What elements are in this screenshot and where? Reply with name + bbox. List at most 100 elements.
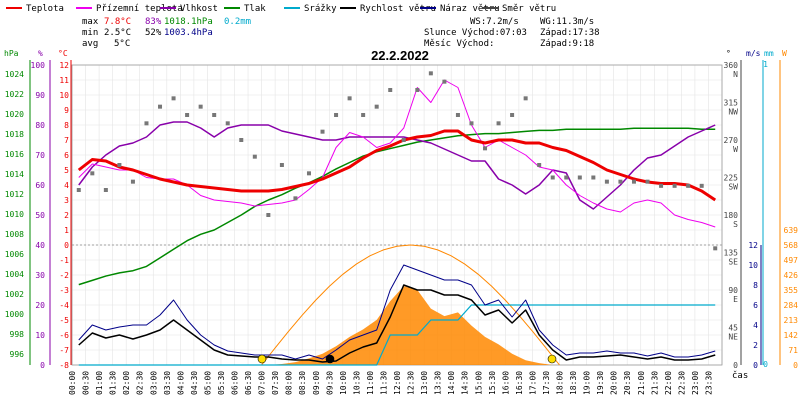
dir-point-32 [510, 113, 515, 117]
info-sunrise: Slunce Východ:07:03 [424, 28, 527, 38]
x-tick-13: 06:30 [244, 371, 253, 395]
x-tick-41: 20:30 [623, 371, 632, 395]
w-axis-title: W [782, 49, 787, 58]
hpa-tick-6: 1012 [5, 190, 24, 199]
dir-point-8 [185, 113, 190, 117]
x-tick-23: 11:30 [379, 371, 388, 395]
x-tick-1: 00:30 [82, 371, 91, 395]
w-tick-5: 284 [784, 301, 799, 310]
stats-max-temp: 7.8°C [104, 17, 131, 27]
x-tick-11: 05:30 [217, 371, 226, 395]
x-tick-0: 00:00 [68, 371, 77, 395]
pct-tick-4: 60 [35, 181, 45, 190]
x-tick-6: 03:00 [149, 371, 158, 395]
w-tick-6: 213 [784, 316, 799, 325]
dir-tick-6: 90 [728, 286, 738, 295]
ms-tick-5: 2 [753, 341, 758, 350]
c-tick-14: -2 [59, 271, 69, 280]
dir-point-20 [347, 96, 352, 101]
dir-point-36 [564, 175, 569, 180]
x-tick-33: 16:30 [515, 371, 524, 395]
dir-point-24 [401, 138, 406, 142]
x-tick-27: 13:30 [434, 371, 443, 395]
dir-tick-1: 315 [724, 99, 739, 108]
legend-label-6: Náraz větru [440, 4, 500, 14]
stats-max-hum: 83% [145, 17, 162, 27]
stats-avg-label: avg [82, 39, 98, 49]
dir-point-31 [496, 121, 501, 126]
dir-point-28 [455, 113, 460, 117]
x-tick-28: 14:00 [447, 371, 456, 395]
w-tick-8: 71 [788, 346, 798, 355]
legend-label-7: Směr větru [502, 4, 556, 14]
x-tick-37: 18:30 [569, 371, 578, 395]
hpa-tick-5: 1014 [5, 170, 24, 179]
series-tlak [78, 127, 716, 286]
solar-area [72, 286, 722, 365]
dir-point-43 [659, 183, 664, 188]
deg-axis-title: ° [726, 49, 731, 58]
dir-label-7: NE [728, 333, 738, 342]
chart-title: 22.2.2022 [371, 48, 429, 63]
hpa-tick-10: 1004 [5, 270, 24, 279]
x-tick-46: 23:00 [691, 371, 700, 395]
dir-label-3: SW [728, 183, 738, 192]
moonset-marker [325, 354, 335, 364]
x-tick-38: 19:00 [583, 371, 592, 395]
x-axis: 00:00 00:30 01:00 01:30 02:00 02:30 03:00 03:30… [68, 371, 713, 395]
x-tick-39: 19:30 [596, 371, 605, 395]
dir-tick-8: 0 [733, 361, 738, 370]
w-tick-1: 568 [784, 241, 799, 250]
pct-tick-3: 70 [35, 151, 45, 160]
hpa-tick-14: 996 [10, 350, 25, 359]
sunset-marker [547, 354, 557, 364]
dir-point-45 [686, 183, 691, 188]
w-tick-2: 497 [784, 256, 799, 265]
series-srazky [78, 304, 716, 366]
dir-point-27 [442, 79, 447, 84]
x-tick-25: 12:30 [407, 371, 416, 395]
dir-point-6 [158, 104, 163, 109]
x-tick-44: 22:00 [664, 371, 673, 395]
c-tick-0: 12 [59, 61, 69, 70]
mm-tick-1: 0 [763, 360, 768, 369]
dir-point-40 [618, 179, 623, 184]
x-tick-16: 08:00 [285, 371, 294, 395]
dir-point-30 [483, 146, 488, 151]
dir-point-13 [252, 154, 257, 159]
c-tick-2: 10 [59, 91, 69, 100]
dir-point-17 [306, 171, 311, 176]
x-tick-34: 17:00 [528, 371, 537, 395]
pct-tick-1: 90 [35, 91, 45, 100]
hpa-tick-7: 1010 [5, 210, 24, 219]
dir-point-26 [428, 71, 433, 76]
series-teplota [77, 129, 717, 202]
axes: hPa% °C1024102210201018101610141012101010… [4, 49, 798, 370]
c-tick-15: -3 [59, 286, 69, 295]
hpa-tick-9: 1006 [5, 250, 24, 259]
c-tick-20: -8 [59, 361, 69, 370]
dir-point-46 [699, 183, 704, 188]
sunrise-marker [257, 354, 267, 364]
x-tick-14: 07:00 [258, 371, 267, 395]
series-vlhkost [78, 121, 716, 210]
legend-label-1: Přízemní teplota [96, 4, 183, 14]
hpa-tick-0: 1024 [5, 70, 24, 79]
info-wg: WG:11.3m/s [540, 17, 594, 27]
legend-label-3: Tlak [244, 4, 266, 14]
x-tick-42: 21:00 [637, 371, 646, 395]
pct-tick-8: 20 [35, 301, 45, 310]
dir-point-34 [537, 163, 542, 167]
c-tick-5: 7 [64, 136, 69, 145]
dir-point-10 [212, 113, 217, 117]
x-tick-2: 01:00 [95, 371, 104, 395]
w-tick-4: 355 [784, 286, 799, 295]
mm-tick-0: 1 [763, 60, 768, 69]
dir-point-4 [130, 179, 135, 184]
dir-tick-4: 180 [724, 211, 739, 220]
dir-point-19 [334, 113, 339, 117]
x-tick-18: 09:00 [312, 371, 321, 395]
dir-label-5: SE [728, 258, 738, 267]
c-tick-1: 11 [59, 76, 69, 85]
series-naraz-vetru [78, 264, 716, 360]
